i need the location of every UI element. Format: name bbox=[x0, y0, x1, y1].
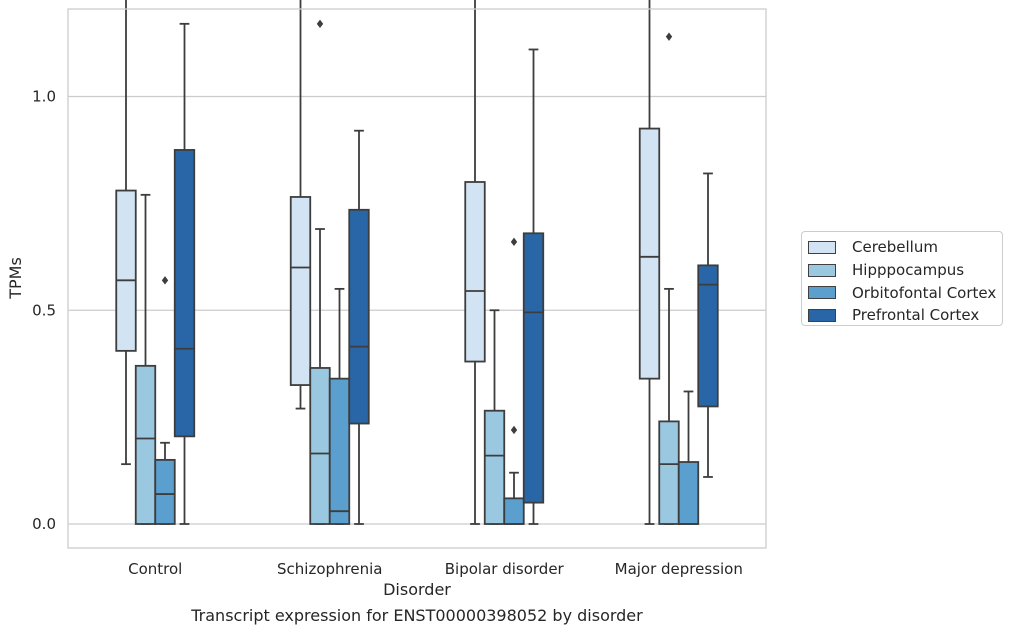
legend-label: Cerebellum bbox=[852, 238, 938, 257]
box-0-2 bbox=[464, 0, 486, 525]
legend-item: Hipppocampus bbox=[808, 259, 1002, 282]
axes: 0.00.51.01.52.0ControlSchizophreniaBipol… bbox=[32, 88, 743, 579]
box-body bbox=[483, 409, 506, 525]
x-tick-label: Control bbox=[128, 560, 182, 578]
legend: Cerebellum Hipppocampus Orbitofontal Corte… bbox=[801, 231, 1003, 326]
box-body bbox=[134, 364, 157, 525]
box-body bbox=[658, 420, 680, 525]
legend-swatch bbox=[808, 263, 836, 277]
box-plot-marks bbox=[115, 0, 719, 525]
legend-label: Hipppocampus bbox=[852, 261, 965, 280]
box-0-0 bbox=[115, 0, 137, 466]
plot-area-frame bbox=[67, 8, 767, 549]
box-body bbox=[115, 189, 137, 352]
y-tick-label: 0.0 bbox=[32, 515, 56, 533]
box-body bbox=[173, 149, 196, 438]
box-3-0 bbox=[173, 22, 196, 525]
x-tick-label: Major depression bbox=[615, 560, 743, 578]
box-body bbox=[154, 458, 176, 525]
legend-item: Cerebellum bbox=[808, 236, 1002, 259]
box-body bbox=[289, 196, 312, 386]
box-1-0 bbox=[134, 193, 157, 525]
outlier-point bbox=[316, 19, 324, 29]
box-3-1 bbox=[348, 129, 370, 525]
legend-item: Prefrontal Cortex bbox=[808, 304, 1002, 327]
x-tick-label: Bipolar disorder bbox=[445, 560, 565, 578]
box-body bbox=[309, 367, 331, 525]
box-body bbox=[697, 264, 719, 408]
box-2-0 bbox=[154, 276, 176, 525]
outlier-point bbox=[510, 425, 518, 435]
legend-item: Orbitofontal Cortex bbox=[808, 281, 1002, 304]
box-body bbox=[677, 461, 700, 525]
outlier-point bbox=[161, 276, 169, 285]
box-3-2 bbox=[522, 48, 545, 525]
legend-swatch bbox=[808, 308, 836, 322]
box-body bbox=[638, 127, 661, 380]
box-body bbox=[503, 497, 525, 525]
box-body bbox=[328, 377, 351, 525]
legend-label: Prefrontal Cortex bbox=[852, 306, 980, 325]
box-body bbox=[522, 232, 545, 504]
box-1-3 bbox=[658, 32, 680, 525]
box-2-3 bbox=[677, 390, 700, 525]
box-body bbox=[464, 181, 486, 363]
box-1-1 bbox=[309, 19, 331, 525]
box-0-3 bbox=[638, 0, 661, 525]
y-axis-label: TPMs bbox=[6, 257, 25, 300]
box-1-2 bbox=[483, 309, 506, 525]
box-3-3 bbox=[697, 172, 719, 478]
legend-swatch bbox=[808, 286, 836, 300]
chart-title: Transcript expression for ENST0000039805… bbox=[191, 606, 643, 625]
outlier-point bbox=[510, 237, 518, 247]
y-tick-label: 0.5 bbox=[32, 301, 56, 319]
box-2-1 bbox=[328, 287, 351, 525]
x-axis-label: Disorder bbox=[383, 580, 451, 599]
box-2-2 bbox=[503, 237, 525, 525]
box-0-1 bbox=[289, 0, 312, 410]
outlier-point bbox=[665, 32, 673, 41]
legend-swatch bbox=[808, 240, 836, 254]
box-body bbox=[348, 208, 370, 425]
y-tick-label: 1.0 bbox=[32, 88, 56, 106]
x-tick-label: Schizophrenia bbox=[277, 560, 382, 578]
legend-label: Orbitofontal Cortex bbox=[852, 283, 997, 302]
